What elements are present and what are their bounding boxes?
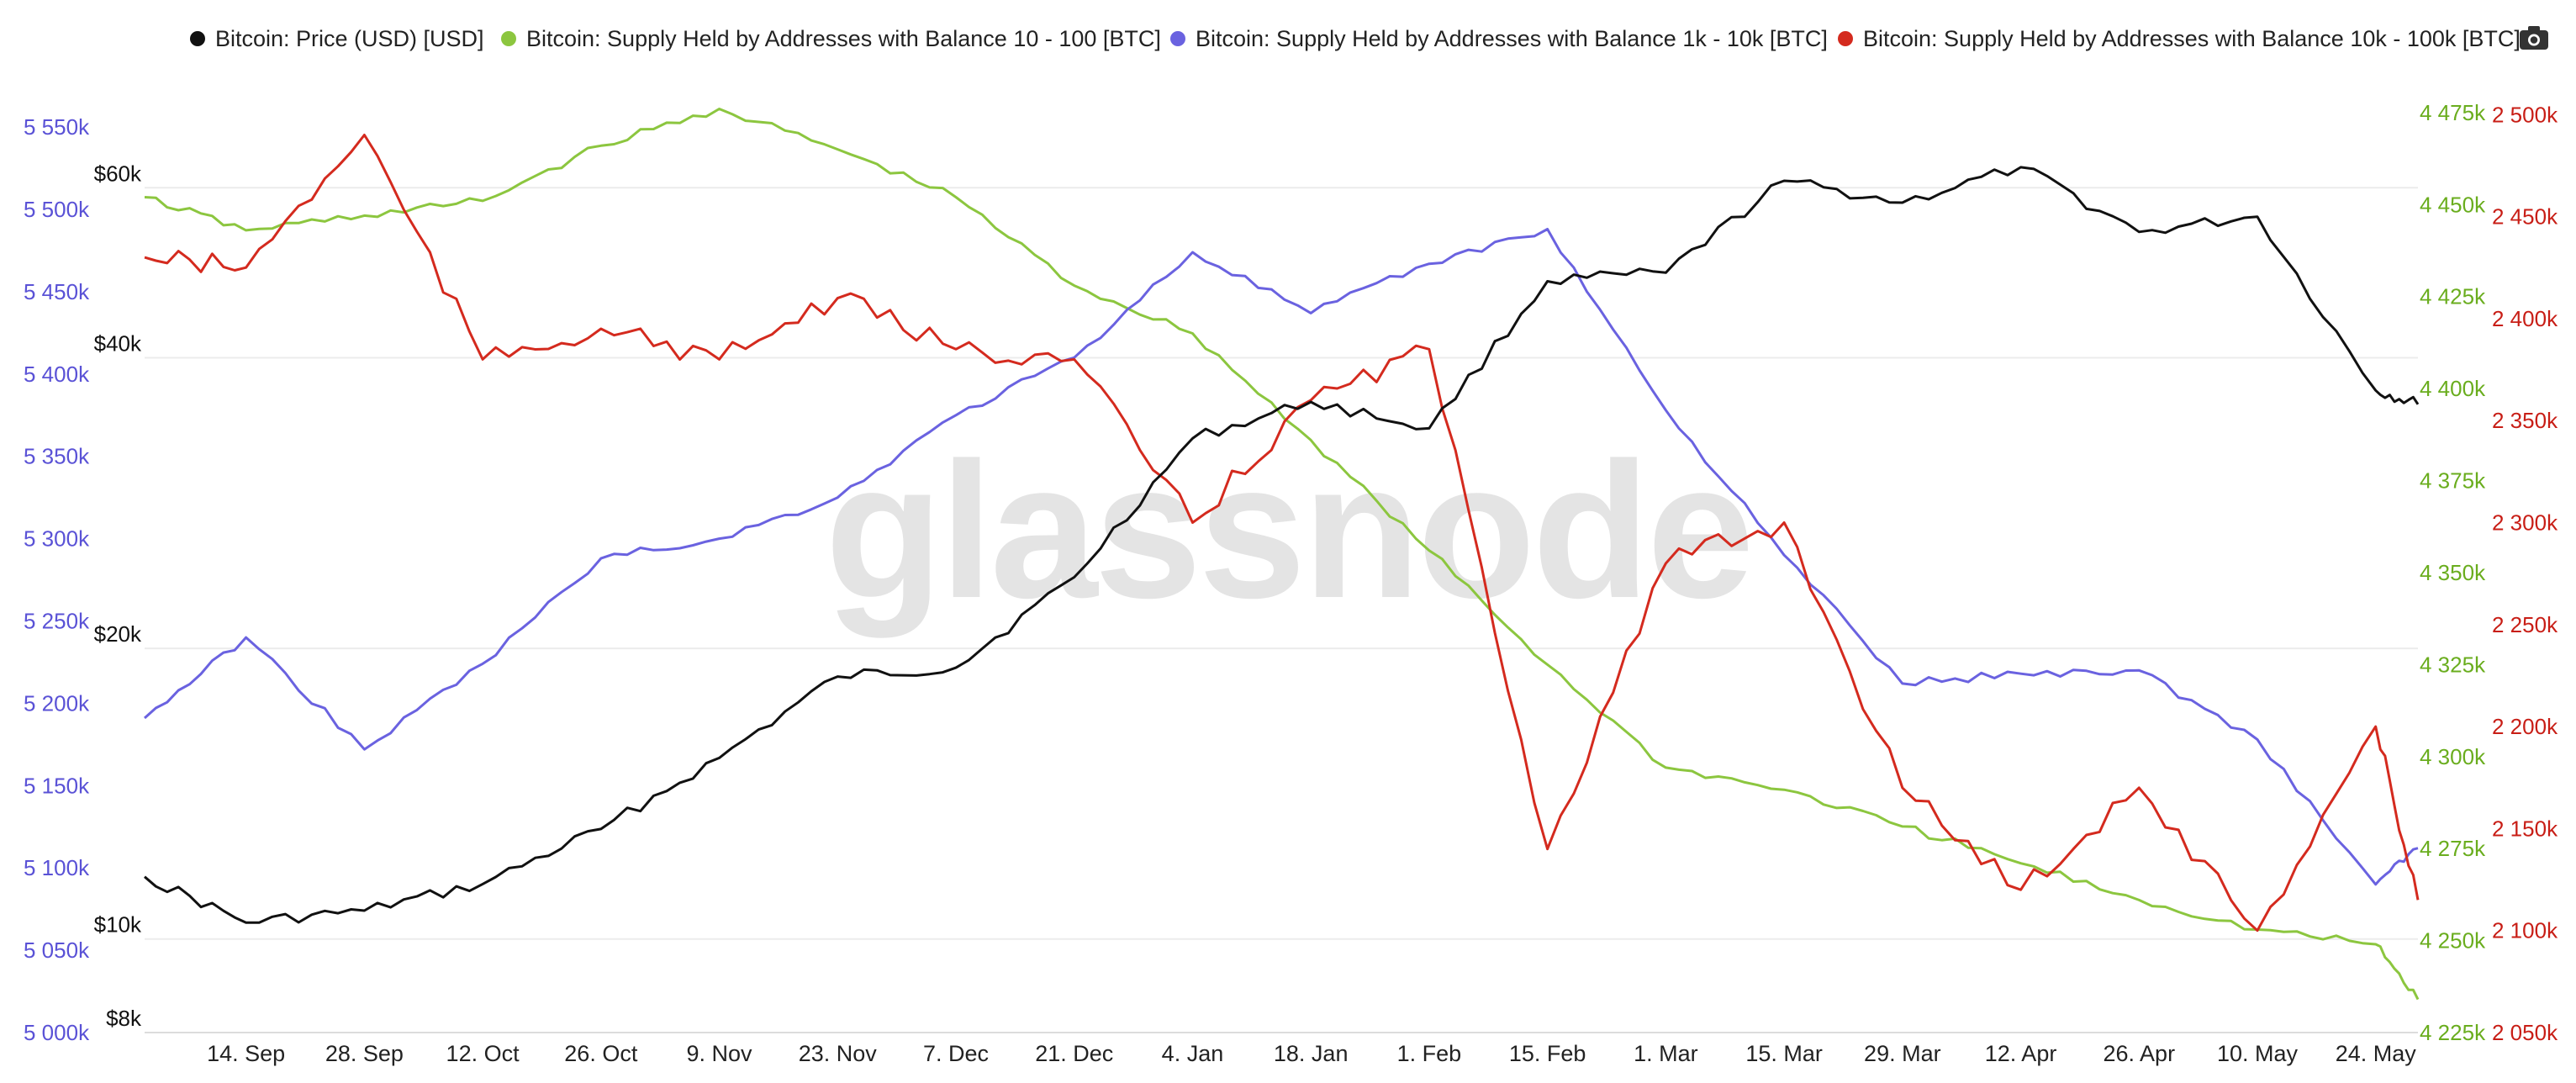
x-axis-tick-label: 29. Mar — [1864, 1041, 1941, 1066]
x-axis-tick-label: 7. Dec — [923, 1041, 989, 1066]
series-line — [143, 228, 2419, 886]
x-axis-tick-label: 15. Mar — [1745, 1041, 1823, 1066]
price-axis-tick-label: $60k — [94, 161, 142, 186]
x-axis-tick-label: 21. Dec — [1035, 1041, 1113, 1066]
right-green-tick-label: 4 450k — [2420, 192, 2486, 217]
x-axis-ticks: 14. Sep 28. Sep 12. Oct 26. Oct 9. Nov 23. No… — [207, 1041, 2416, 1066]
right-red-tick-label: 2 500k — [2492, 102, 2558, 127]
left-axis-tick-label: 5 000k — [24, 1020, 90, 1045]
right-green-axis-ticks: 4 225k 4 250k 4 275k 4 300k 4 325k 4 350k 4 37… — [2420, 100, 2486, 1045]
price-axis-tick-label: $40k — [94, 330, 142, 356]
legend-label: Bitcoin: Price (USD) [USD] — [215, 25, 484, 51]
legend-item[interactable]: Bitcoin: Price (USD) [USD] — [190, 12, 484, 66]
right-green-tick-label: 4 325k — [2420, 652, 2486, 677]
left-axis-tick-label: 5 150k — [24, 773, 90, 798]
x-axis-tick-label: 18. Jan — [1274, 1041, 1349, 1066]
right-green-tick-label: 4 300k — [2420, 744, 2486, 769]
right-green-tick-label: 4 225k — [2420, 1020, 2486, 1045]
x-axis-tick-label: 1. Feb — [1397, 1041, 1462, 1066]
x-axis-tick-label: 12. Oct — [446, 1041, 520, 1066]
right-red-tick-label: 2 450k — [2492, 204, 2558, 230]
right-red-tick-label: 2 400k — [2492, 306, 2558, 331]
legend-item[interactable]: Bitcoin: Supply Held by Addresses with B… — [1838, 12, 2521, 66]
right-red-tick-label: 2 050k — [2492, 1020, 2558, 1045]
left-axis-tick-label: 5 400k — [24, 362, 90, 387]
left-axis-ticks: 5 000k 5 050k 5 100k 5 150k 5 200k 5 250k 5 30… — [24, 114, 90, 1045]
legend-item[interactable]: Bitcoin: Supply Held by Addresses with B… — [501, 12, 1161, 66]
legend-dot — [1838, 31, 1853, 46]
x-axis-tick-label: 26. Oct — [564, 1041, 638, 1066]
left-axis-tick-label: 5 350k — [24, 444, 90, 469]
right-red-tick-label: 2 150k — [2492, 816, 2558, 841]
x-axis-tick-label: 23. Nov — [799, 1041, 878, 1066]
x-axis-tick-label: 10. May — [2217, 1041, 2299, 1066]
left-axis-tick-label: 5 450k — [24, 279, 90, 304]
legend-dot — [1170, 31, 1185, 46]
legend-label: Bitcoin: Supply Held by Addresses with B… — [526, 25, 1161, 51]
left-axis-tick-label: 5 300k — [24, 526, 90, 552]
series-line — [144, 134, 2420, 932]
legend-label: Bitcoin: Supply Held by Addresses with B… — [1863, 25, 2521, 51]
right-green-tick-label: 4 350k — [2420, 560, 2486, 585]
right-red-tick-label: 2 100k — [2492, 918, 2558, 943]
series-line — [144, 166, 2420, 924]
legend-dot — [190, 31, 205, 46]
left-axis-tick-label: 5 550k — [24, 114, 90, 140]
right-red-tick-label: 2 250k — [2492, 612, 2558, 637]
x-axis-tick-label: 28. Sep — [325, 1041, 404, 1066]
right-green-tick-label: 4 400k — [2420, 376, 2486, 401]
legend-item[interactable]: Bitcoin: Supply Held by Addresses with B… — [1170, 12, 1828, 66]
left-axis-tick-label: 5 500k — [24, 197, 90, 222]
x-axis-tick-label: 24. May — [2336, 1041, 2417, 1066]
right-green-tick-label: 4 425k — [2420, 284, 2486, 309]
x-axis-tick-label: 4. Jan — [1162, 1041, 1224, 1066]
chart-legend: Bitcoin: Price (USD) [USD] Bitcoin: Suppl… — [0, 12, 2576, 66]
right-green-tick-label: 4 475k — [2420, 100, 2486, 125]
series-line — [144, 108, 2420, 1001]
series-lines — [143, 108, 2420, 1001]
right-green-tick-label: 4 250k — [2420, 928, 2486, 954]
x-axis-tick-label: 14. Sep — [207, 1041, 285, 1066]
right-red-tick-label: 2 300k — [2492, 510, 2558, 535]
grid-lines — [145, 187, 2418, 1033]
x-axis-tick-label: 9. Nov — [687, 1041, 753, 1066]
left-axis-tick-label: 5 250k — [24, 609, 90, 634]
right-green-tick-label: 4 275k — [2420, 836, 2486, 861]
watermark: glassnode — [825, 422, 1751, 638]
right-red-tick-label: 2 200k — [2492, 714, 2558, 739]
legend-label: Bitcoin: Supply Held by Addresses with B… — [1196, 25, 1828, 51]
left-axis-tick-label: 5 050k — [24, 938, 90, 963]
x-axis-tick-label: 26. Apr — [2104, 1041, 2176, 1066]
right-green-tick-label: 4 375k — [2420, 468, 2486, 494]
right-red-axis-ticks: 2 050k 2 100k 2 150k 2 200k 2 250k 2 300k 2 35… — [2492, 102, 2558, 1045]
x-axis-tick-label: 1. Mar — [1634, 1041, 1698, 1066]
left-axis-tick-label: 5 200k — [24, 690, 90, 716]
left-axis-tick-label: 5 100k — [24, 855, 90, 880]
price-axis-ticks: $8k $10k $20k $40k $60k — [94, 161, 142, 1031]
legend-dot — [501, 31, 516, 46]
price-axis-tick-label: $20k — [94, 621, 142, 647]
price-axis-tick-label: $8k — [106, 1006, 142, 1031]
right-red-tick-label: 2 350k — [2492, 408, 2558, 433]
price-axis-tick-label: $10k — [94, 912, 142, 938]
x-axis-tick-label: 12. Apr — [1985, 1041, 2057, 1066]
x-axis-tick-label: 15. Feb — [1509, 1041, 1586, 1066]
camera-icon[interactable] — [2519, 25, 2549, 50]
